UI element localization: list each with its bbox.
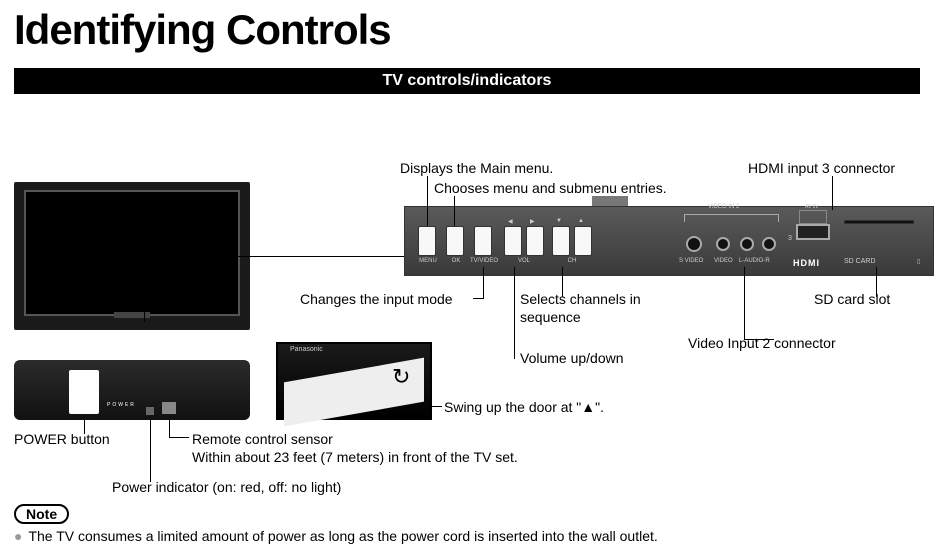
- page-title: Identifying Controls: [14, 6, 945, 54]
- callout-main-menu: Displays the Main menu.: [400, 160, 553, 176]
- menu-label: MENU: [417, 258, 439, 264]
- leader-line: [144, 286, 145, 322]
- triangle-icon: ▶: [530, 218, 535, 225]
- ok-label: OK: [449, 258, 463, 264]
- front-panel: POWER: [14, 360, 250, 420]
- leader-line: [832, 176, 833, 210]
- leader-line: [144, 256, 145, 286]
- callout-swing: Swing up the door at "▲".: [444, 399, 604, 415]
- door-brand: Panasonic: [290, 346, 323, 353]
- leader-line: [84, 420, 85, 434]
- triangle-icon: ▼: [556, 218, 562, 224]
- tvvideo-label: TV/VIDEO: [469, 258, 499, 264]
- hdmi-port: [796, 224, 830, 240]
- leader-line: [876, 267, 877, 297]
- callout-sdcard: SD card slot: [814, 291, 890, 307]
- tv-screen: [24, 190, 240, 316]
- note-badge: Note: [14, 504, 69, 524]
- vol-up-graphic: [526, 226, 544, 256]
- leader-line: [473, 298, 483, 299]
- ch-up-graphic: [574, 226, 592, 256]
- leader-line: [454, 196, 455, 226]
- audio-label: L-AUDIO-R: [739, 258, 770, 264]
- sd-card-icon: ▯: [917, 258, 920, 265]
- note-text-row: ● The TV consumes a limited amount of pow…: [14, 528, 658, 544]
- audio-l-jack: [740, 237, 754, 251]
- leader-line: [744, 339, 774, 340]
- leader-line: [427, 176, 428, 226]
- leader-line: [169, 420, 170, 438]
- ch-label: CH: [563, 258, 581, 264]
- video-jack: [716, 237, 730, 251]
- power-indicator-graphic: [146, 407, 154, 415]
- tvvideo-button-graphic: [474, 226, 492, 256]
- video-in-2-bracket: [684, 214, 779, 222]
- hdmi-label: HDMI: [793, 258, 820, 268]
- swing-arrow-icon: ↻: [392, 364, 410, 390]
- callout-remote-sensor-sub: Within about 23 feet (7 meters) in front…: [192, 449, 518, 465]
- callout-video2: Video Input 2 connector: [688, 335, 836, 351]
- menu-button-graphic: [418, 226, 436, 256]
- callout-remote-sensor: Remote control sensor: [192, 431, 333, 447]
- leader-line: [430, 406, 442, 407]
- remote-sensor-graphic: [162, 402, 176, 414]
- note-text: The TV consumes a limited amount of powe…: [28, 528, 657, 544]
- audio-r-jack: [762, 237, 776, 251]
- callout-channel: Selects channels in: [520, 291, 641, 307]
- av-in-slot: [799, 210, 827, 224]
- ok-button-graphic: [446, 226, 464, 256]
- callout-volume: Volume up/down: [520, 350, 624, 366]
- leader-line: [744, 267, 745, 339]
- video-in-2-label: VIDEO IN 2: [708, 204, 739, 210]
- svideo-label: S VIDEO: [679, 258, 703, 264]
- vol-down-graphic: [504, 226, 522, 256]
- power-button-graphic: [69, 370, 99, 414]
- callout-power-button: POWER button: [14, 431, 110, 447]
- vol-label: VOL: [515, 258, 533, 264]
- sd-label: SD CARD: [844, 258, 876, 265]
- triangle-icon: ▲: [578, 218, 584, 224]
- port-num-3: 3: [788, 235, 792, 242]
- power-label: POWER: [107, 402, 136, 408]
- callout-channel2: sequence: [520, 309, 581, 325]
- sd-slot: [844, 220, 914, 224]
- callout-hdmi3: HDMI input 3 connector: [748, 160, 895, 176]
- ch-down-graphic: [552, 226, 570, 256]
- callout-submenu: Chooses menu and submenu entries.: [434, 180, 667, 196]
- diagram-area: POWER Panasonic ↻ MENU OK TV/VIDEO ◀ ▶ V…: [14, 146, 932, 496]
- triangle-icon: ◀: [508, 218, 513, 225]
- leader-line: [150, 420, 151, 482]
- leader-line: [483, 267, 484, 299]
- section-header: TV controls/indicators: [14, 68, 920, 94]
- callout-input-mode: Changes the input mode: [300, 291, 453, 307]
- leader-line: [169, 437, 189, 438]
- bullet-icon: ●: [14, 528, 22, 544]
- note-label: Note: [14, 504, 69, 524]
- callout-power-indicator: Power indicator (on: red, off: no light): [112, 479, 341, 495]
- av-in-label: AV IN: [805, 204, 818, 210]
- leader-line: [514, 267, 515, 359]
- video-label: VIDEO: [714, 258, 733, 264]
- leader-line: [430, 382, 431, 407]
- svideo-jack: [686, 236, 702, 252]
- leader-line: [562, 267, 563, 297]
